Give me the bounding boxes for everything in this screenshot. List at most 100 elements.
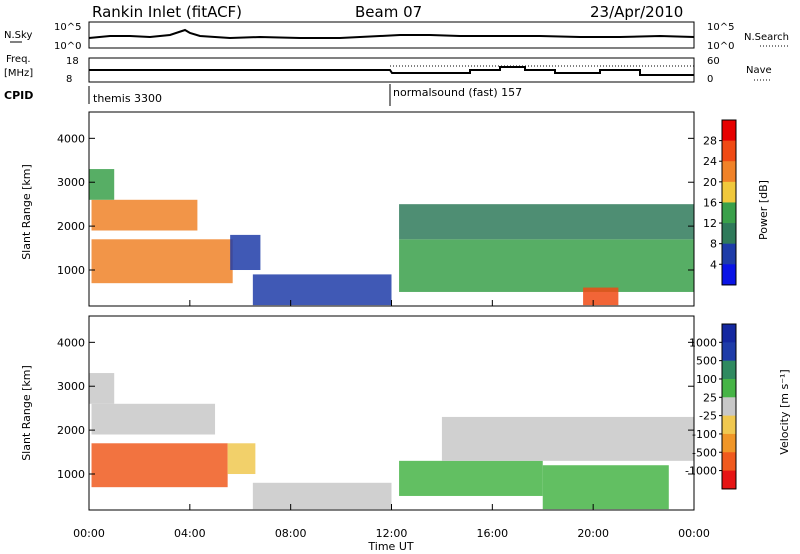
time-axis-label: Time UT [367,540,413,553]
nsky-label: N.Sky [4,30,32,41]
nsky-tick-low: 10^0 [54,41,81,52]
power-heatmap [89,169,694,306]
xtick-label-5: 20:00 [577,527,609,540]
xtick-label-6: 00:00 [678,527,710,540]
velocity-ytick-label-2: 3000 [57,380,85,393]
velocity-colorbar-cell-2 [722,360,736,380]
xtick-label-0: 00:00 [73,527,105,540]
power-colorbar-label: Power [dB] [757,180,770,240]
velocity-region-7 [252,482,392,510]
velocity-region-0 [91,443,228,488]
velocity-colorbar-cell-6 [722,433,736,453]
power-region-2 [89,169,115,200]
power-panel: 1000 2000 3000 4000 Slant Range [km] 4 8 12 16… [20,111,770,307]
date-label: 23/Apr/2010 [590,3,683,21]
xtick-label-3: 12:00 [376,527,408,540]
velocity-colorbar-tick-label-7: -1000 [685,465,717,478]
nsky-tick-high: 10^5 [54,22,81,33]
velocity-colorbar-cell-3 [722,378,736,398]
xtick-label-2: 08:00 [275,527,307,540]
velocity-colorbar-tick-label-5: -100 [692,428,717,441]
beam-label: Beam 07 [355,3,422,21]
power-colorbar-cell-4 [722,202,736,224]
power-colorbar-cell-1 [722,140,736,162]
nsearch-tick-high: 10^5 [707,22,734,33]
velocity-heatmap [89,373,694,510]
freq-tick-high: 18 [66,56,79,67]
power-colorbar-cell-2 [722,161,736,183]
velocity-colorbar-tick-label-4: -25 [699,410,717,423]
velocity-region-2 [89,373,115,404]
nsearch-label: N.Search [744,32,789,43]
velocity-y-label: Slant Range [km] [20,365,33,461]
power-colorbar-cell-7 [722,264,736,286]
power-colorbar-cell-6 [722,243,736,265]
power-region-5 [399,204,694,240]
power-ytick-label-2: 3000 [57,176,85,189]
power-colorbar-cell-0 [722,120,736,142]
power-colorbar-cell-5 [722,223,736,245]
velocity-ytick-label-3: 4000 [57,336,85,349]
velocity-colorbar-tick-label-6: -500 [692,446,717,459]
xtick-label-4: 16:00 [476,527,508,540]
velocity-colorbar-cell-5 [722,415,736,435]
velocity-colorbar-frame [721,323,737,490]
velocity-colorbar-cell-1 [722,342,736,362]
cpid-label: CPID [4,89,33,102]
power-colorbar-cell-3 [722,181,736,203]
velocity-colorbar-cell-0 [722,324,736,343]
velocity-region-5 [542,465,669,510]
velocity-region-4 [399,460,543,496]
power-colorbar-tick-label-0: 4 [710,258,717,271]
velocity-y-axis: 1000 2000 3000 4000 [57,336,694,481]
velocity-region-3 [227,443,256,475]
power-ytick-label-0: 1000 [57,264,85,277]
power-colorbar-tick-label-4: 20 [703,176,717,189]
time-axis: 00:00 04:00 08:00 12:00 16:00 20:00 00:00 [73,300,710,540]
cpid-segment-0: themis 3300 [93,92,162,105]
station-title: Rankin Inlet (fitACF) [92,3,242,21]
cpid-row: CPID themis 3300 normalsound (fast) 157 [4,84,522,106]
nave-tick-low: 0 [707,74,713,85]
power-colorbar-tick-label-6: 28 [703,135,717,148]
power-region-0 [91,239,233,284]
power-y-axis: 1000 2000 3000 4000 [57,132,694,277]
power-region-7 [252,274,392,306]
freq-label: Freq. [6,54,31,65]
freq-tick-low: 8 [66,74,72,85]
velocity-region-6 [441,416,694,461]
velocity-ytick-label-0: 1000 [57,468,85,481]
power-region-6 [583,287,619,306]
power-colorbar-tick-label-5: 24 [703,155,717,168]
velocity-colorbar-tick-label-3: 25 [703,391,717,404]
freq-unit: [MHz] [4,68,33,79]
freq-panel: Freq. [MHz] 18 8 60 0 Nave [4,54,772,85]
velocity-colorbar-cell-4 [722,397,736,417]
freq-trace [89,66,694,76]
nsky-trace [88,28,695,40]
power-colorbar-tick-label-1: 8 [710,238,717,251]
power-region-3 [230,234,261,271]
velocity-colorbar-label: Velocity [m s⁻¹] [778,369,791,454]
nave-label: Nave [746,65,772,76]
power-colorbar-tick-label-3: 16 [703,196,717,209]
power-colorbar: 4 8 12 16 20 24 28 [703,119,737,286]
power-y-label: Slant Range [km] [20,164,33,260]
power-ytick-label-3: 4000 [57,132,85,145]
nsky-panel: N.Sky 10^5 10^0 10^5 10^0 N.Search [4,21,790,52]
velocity-colorbar: 1000 500 100 25 -25 -100 -500 -1000 [685,323,737,490]
velocity-colorbar-cell-8 [722,470,736,490]
velocity-colorbar-tick-label-0: 1000 [689,336,717,349]
nave-tick-high: 60 [707,56,720,67]
velocity-region-1 [91,403,216,435]
cpid-segment-1: normalsound (fast) 157 [393,86,522,99]
velocity-colorbar-tick-label-1: 500 [696,355,717,368]
power-region-4 [399,239,694,292]
velocity-colorbar-cell-7 [722,452,736,472]
xtick-label-1: 04:00 [174,527,206,540]
velocity-colorbar-tick-label-2: 100 [696,373,717,386]
power-region-1 [91,199,198,231]
power-colorbar-tick-label-2: 12 [703,217,717,230]
velocity-ytick-label-1: 2000 [57,424,85,437]
